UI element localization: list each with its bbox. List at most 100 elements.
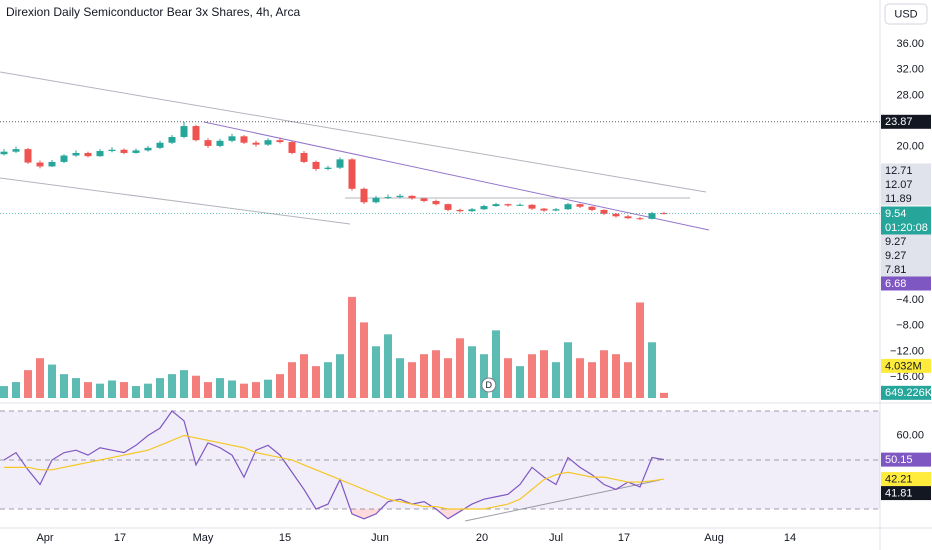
volume-bar — [623, 362, 632, 398]
axis-label: 42.21 — [885, 473, 913, 485]
candle-body — [12, 149, 20, 152]
axis-label-box — [881, 472, 931, 487]
candle-body — [24, 149, 32, 163]
volume-bar — [143, 383, 152, 398]
candle-body — [60, 155, 68, 162]
candle-body — [468, 209, 476, 212]
axis-label-box — [881, 262, 931, 277]
trend-line — [0, 71, 707, 193]
volume-bar — [395, 358, 404, 398]
volume-bar — [239, 383, 248, 398]
countdown-box — [881, 220, 931, 235]
volume-bar — [587, 362, 596, 398]
y-tick-label: −16.00 — [890, 371, 924, 383]
volume-bar — [527, 354, 536, 398]
candle-body — [432, 200, 440, 205]
volume-bar — [59, 374, 68, 398]
x-tick-label: 17 — [618, 532, 630, 544]
currency-button[interactable] — [884, 3, 928, 25]
volume-bar — [347, 296, 356, 398]
axis-label-box — [881, 234, 931, 249]
candle-body — [36, 162, 44, 167]
axis-label-box — [881, 276, 931, 291]
axis-label: 50.15 — [885, 454, 913, 466]
countdown: 01:20:08 — [885, 222, 928, 234]
drawings — [0, 71, 710, 231]
candle-body — [312, 161, 320, 169]
candle-body — [504, 204, 512, 206]
candle-body — [84, 152, 92, 157]
axis-label: 7.81 — [885, 264, 906, 276]
volume-bar — [23, 370, 32, 398]
volume-bar — [563, 342, 572, 398]
axis-label: 9.27 — [885, 250, 906, 262]
axis-label-box — [881, 452, 931, 467]
volume-bar — [275, 374, 284, 398]
candle-body — [492, 204, 500, 207]
volume-bar — [431, 350, 440, 398]
x-tick-label: Jul — [549, 532, 563, 544]
axis-label-box — [881, 248, 931, 263]
volume-bar — [227, 380, 236, 398]
candle-body — [588, 206, 596, 210]
candle-body — [240, 136, 248, 143]
candle-body — [72, 152, 80, 156]
volume-bar — [467, 346, 476, 398]
candle-body — [96, 151, 104, 157]
x-tick-label: Aug — [704, 532, 724, 544]
candle-body — [228, 136, 236, 141]
volume-bar — [11, 382, 20, 398]
volume-bar — [251, 382, 260, 398]
volume-bar — [299, 354, 308, 398]
volume-bar — [203, 382, 212, 398]
volume-bar — [575, 358, 584, 398]
y-tick-label: −8.00 — [896, 320, 924, 332]
volume-bar — [263, 379, 272, 398]
candle-body — [636, 218, 644, 220]
x-tick-label: 15 — [279, 532, 291, 544]
x-tick-label: 17 — [114, 532, 126, 544]
candle-body — [612, 213, 620, 217]
candle-body — [348, 159, 356, 189]
volume-bar — [179, 370, 188, 398]
volume-bar — [539, 350, 548, 398]
volume-bar — [371, 346, 380, 398]
candle-body — [396, 195, 404, 198]
candle-body — [144, 147, 152, 151]
volume-bar — [635, 302, 644, 398]
volume-bar — [611, 354, 620, 398]
y-tick-label: 32.00 — [896, 64, 924, 76]
candle-body — [168, 136, 176, 143]
volume-bar — [71, 378, 80, 398]
axis-label: 11.89 — [885, 193, 912, 205]
currency-label[interactable]: USD — [894, 8, 917, 20]
candle-body — [540, 208, 548, 211]
y-tick-label: 36.00 — [896, 38, 924, 50]
candle-body — [120, 149, 128, 153]
axis-label-box — [881, 206, 931, 221]
x-tick-label: Apr — [36, 532, 53, 544]
volume-bar — [647, 342, 656, 398]
volume-bar — [335, 354, 344, 398]
axis-label: 12.07 — [885, 179, 913, 191]
x-tick-label: May — [193, 532, 214, 544]
trend-line — [0, 177, 351, 225]
candle-body — [252, 142, 260, 145]
volume-bar — [551, 362, 560, 398]
candle-body — [132, 150, 140, 153]
volume-bar — [47, 364, 56, 398]
volume-bar — [479, 354, 488, 398]
volume-bar — [419, 354, 428, 398]
axis-label: 41.81 — [885, 487, 913, 499]
axis-label-box — [881, 177, 931, 192]
candle-body — [204, 140, 212, 146]
volume-bar — [407, 362, 416, 398]
volume-bar — [35, 358, 44, 398]
candle-body — [552, 209, 560, 211]
axis-label-box — [881, 358, 931, 373]
y-tick-label: 28.00 — [896, 89, 924, 101]
candle-body — [336, 159, 344, 168]
volume-bar — [191, 375, 200, 398]
x-tick-label: Jun — [371, 532, 389, 544]
